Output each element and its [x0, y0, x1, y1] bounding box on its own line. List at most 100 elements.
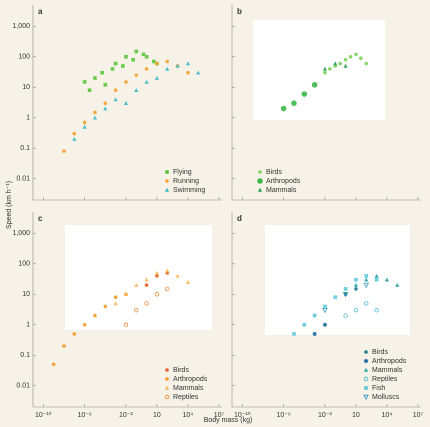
- legend-marker: [164, 385, 170, 390]
- marker: [131, 57, 135, 62]
- legend-marker: [363, 367, 369, 372]
- marker: [141, 52, 146, 57]
- x-tick-label: 10⁻¹⁰: [234, 411, 251, 419]
- marker: [165, 286, 170, 292]
- marker: [92, 115, 98, 120]
- marker: [165, 59, 170, 64]
- marker: [165, 268, 170, 273]
- marker: [87, 88, 92, 93]
- x-tick-label: 10⁻²: [318, 412, 332, 419]
- y-tick-label: 100: [18, 261, 30, 268]
- y-tick-label: 10: [22, 291, 30, 298]
- panel-label: d: [237, 214, 242, 223]
- marker: [322, 322, 328, 327]
- y-tick-label: 0.1: [20, 145, 30, 152]
- marker: [124, 54, 128, 59]
- marker: [322, 66, 328, 71]
- marker: [113, 88, 118, 93]
- marker: [323, 70, 327, 75]
- marker: [323, 304, 327, 309]
- marker: [62, 344, 66, 348]
- marker: [328, 67, 332, 71]
- marker: [364, 277, 369, 282]
- marker: [110, 67, 115, 71]
- marker: [134, 73, 139, 77]
- marker: [186, 70, 190, 75]
- marker: [395, 282, 400, 287]
- marker: [152, 59, 156, 64]
- marker: [103, 83, 108, 87]
- y-tick-label: 0.01: [16, 383, 30, 390]
- legend-label: Birds: [266, 169, 282, 176]
- marker: [82, 80, 87, 84]
- marker: [175, 63, 180, 68]
- marker: [144, 283, 149, 287]
- marker: [348, 54, 353, 59]
- marker: [93, 313, 97, 318]
- marker: [51, 362, 56, 367]
- legend-label: Arthropods: [372, 358, 407, 365]
- legend-label: Mammals: [173, 385, 204, 392]
- marker: [144, 79, 149, 84]
- legend-label: Birds: [372, 349, 388, 356]
- marker: [338, 61, 343, 66]
- marker: [342, 292, 349, 298]
- legend-marker: [165, 377, 169, 381]
- marker: [343, 63, 348, 68]
- x-tick-label: 10⁷: [413, 412, 424, 419]
- legend-marker: [165, 179, 169, 183]
- marker: [374, 277, 379, 282]
- illustration-box: [65, 225, 212, 330]
- marker: [154, 75, 160, 80]
- marker: [343, 57, 348, 62]
- marker: [280, 105, 287, 112]
- marker: [113, 295, 118, 300]
- marker: [312, 313, 317, 318]
- y-tick-label: 1: [26, 115, 30, 122]
- legend-marker: [363, 359, 369, 363]
- marker: [100, 70, 104, 75]
- marker: [364, 274, 369, 278]
- x-tick-label: 10⁻⁶: [77, 412, 91, 419]
- marker: [72, 136, 77, 141]
- x-tick-label: 10⁻⁶: [276, 412, 290, 419]
- marker: [123, 322, 129, 327]
- x-tick-label: 10: [153, 412, 161, 419]
- marker: [144, 67, 149, 71]
- marker: [134, 88, 139, 93]
- marker: [301, 91, 308, 97]
- panel-label: c: [38, 214, 43, 223]
- legend-label: Birds: [173, 367, 189, 374]
- marker: [123, 292, 129, 297]
- x-tick-label: 10⁷: [214, 412, 225, 419]
- marker: [155, 274, 159, 278]
- legend-label: Arthropods: [266, 178, 301, 185]
- legend-label: Mammals: [266, 187, 297, 194]
- legend-marker: [364, 386, 368, 390]
- marker: [185, 279, 191, 284]
- legend-marker: [164, 394, 170, 400]
- legend-label: Running: [173, 178, 199, 185]
- panel-label: b: [237, 7, 242, 16]
- legend-marker: [257, 187, 263, 192]
- x-tick-label: 10⁴: [183, 412, 194, 419]
- x-tick-label: 10⁻²: [119, 412, 133, 419]
- marker: [196, 70, 201, 75]
- legend-label: Molluscs: [372, 394, 400, 401]
- marker: [82, 124, 87, 129]
- marker: [82, 120, 87, 125]
- x-tick-label: 10⁴: [382, 412, 393, 419]
- marker: [354, 52, 358, 57]
- marker: [155, 61, 159, 66]
- marker: [354, 287, 358, 291]
- marker: [72, 131, 77, 136]
- marker: [134, 307, 139, 313]
- marker: [144, 301, 149, 306]
- marker: [354, 277, 358, 282]
- marker: [103, 106, 108, 111]
- marker: [311, 82, 318, 88]
- illustration-box: [253, 20, 385, 120]
- marker: [144, 54, 149, 59]
- marker: [353, 282, 359, 287]
